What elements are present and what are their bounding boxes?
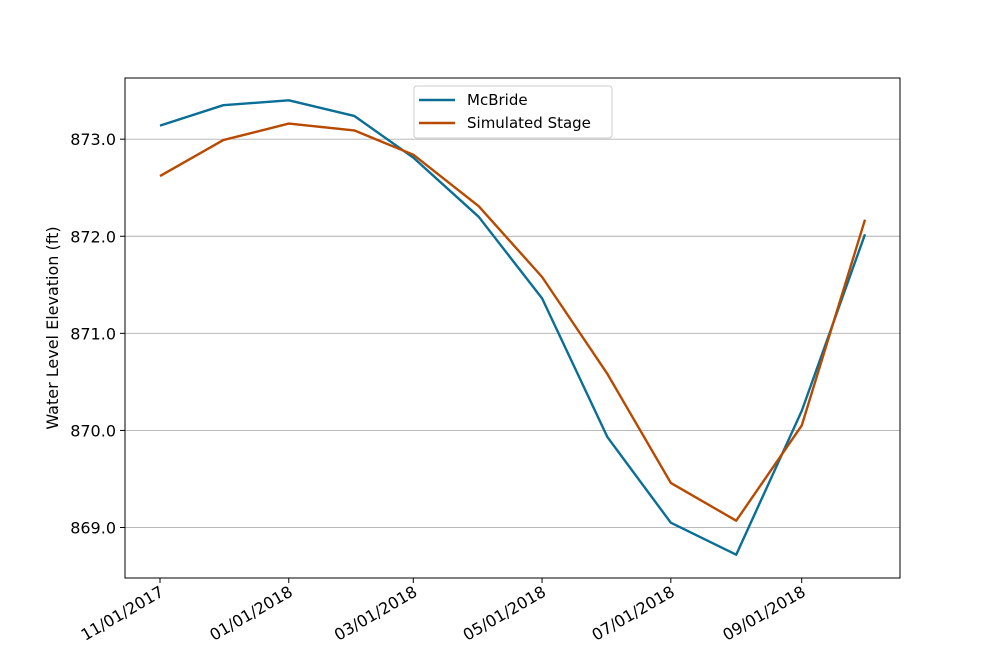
y-axis-label: Water Level Elevation (ft) — [43, 226, 62, 429]
y-tick-label: 872.0 — [70, 227, 116, 246]
y-gridlines — [125, 138, 900, 528]
y-tick-label: 870.0 — [70, 421, 116, 440]
series-line-simulated-stage — [159, 122, 867, 522]
legend-box — [413, 85, 613, 139]
series-lines — [159, 99, 867, 556]
y-tick-label: 873.0 — [70, 130, 116, 149]
plot-frame — [124, 77, 901, 579]
y-tick-label: 869.0 — [70, 519, 116, 538]
legend-label: Simulated Stage — [467, 114, 591, 132]
legend: McBride Simulated Stage — [413, 85, 613, 139]
legend-label: McBride — [467, 91, 528, 109]
y-tick-label: 871.0 — [70, 324, 116, 343]
series-line-mcbride — [159, 99, 867, 556]
y-axis: 869.0 870.0 871.0 872.0 873.0 — [70, 130, 125, 538]
